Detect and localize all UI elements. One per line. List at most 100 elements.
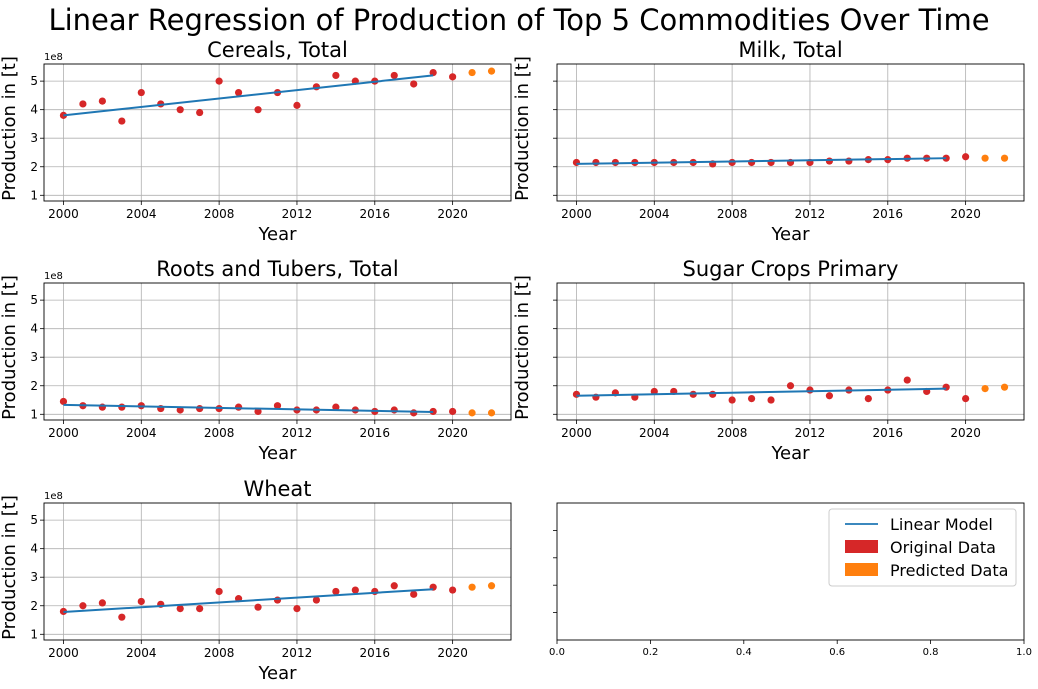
original-point <box>825 157 834 165</box>
original-point <box>572 158 581 167</box>
original-point <box>273 402 282 410</box>
y-tick-label: 1 <box>30 188 38 202</box>
y-tick-label: 5 <box>30 74 38 88</box>
axes-frame <box>556 63 1025 202</box>
x-tick-label: 2004 <box>639 207 670 221</box>
original-point <box>728 396 736 404</box>
original-point <box>79 602 87 610</box>
predicted-point <box>487 67 496 75</box>
original-point <box>137 597 145 606</box>
y-offset-label: 1e8 <box>44 271 63 282</box>
original-point <box>962 153 970 161</box>
x-tick-label: 2016 <box>873 207 904 221</box>
subplot-5: 2000 2004 2008 2012 2016 2020 1 2 3 4 5 1e8 Wheat Yea… <box>0 477 512 684</box>
original-point <box>332 71 340 80</box>
x-tick-label: 2016 <box>360 646 391 660</box>
x-tick-label: 2012 <box>282 426 313 440</box>
original-point <box>845 157 853 165</box>
original-point <box>196 605 204 613</box>
original-point <box>449 586 457 594</box>
original-point <box>592 158 600 167</box>
original-point <box>410 409 418 417</box>
predicted-point <box>1000 383 1009 391</box>
subplot-title: Roots and Tubers, Total <box>156 257 399 281</box>
legend-entry-label: Original Data <box>890 538 996 557</box>
x-tick-label: 0.0 <box>549 647 565 658</box>
x-tick-label: 2008 <box>204 426 235 440</box>
original-point <box>806 386 814 394</box>
predicted-point <box>981 154 989 162</box>
x-tick-label: 2004 <box>639 426 670 440</box>
axes-frame <box>43 63 512 202</box>
x-tick-label: 2016 <box>360 426 391 440</box>
original-point <box>390 406 398 414</box>
y-tick-label: 5 <box>30 513 38 527</box>
subplot-title: Sugar Crops Primary <box>683 257 899 281</box>
x-tick-label: 2004 <box>126 207 157 221</box>
y-offset-label: 1e8 <box>44 52 63 63</box>
predicted-point <box>487 582 496 590</box>
subplot-title: Cereals, Total <box>207 38 348 62</box>
x-tick-label: 2004 <box>126 646 157 660</box>
original-point <box>371 587 379 596</box>
original-point <box>351 586 359 594</box>
original-point <box>215 77 223 85</box>
x-tick-label: 2008 <box>717 207 748 221</box>
x-axis-label: Year <box>770 224 810 245</box>
legend: Linear Model Original Data Predicted Data <box>828 508 1017 587</box>
x-tick-label: 2012 <box>282 646 313 660</box>
x-tick-label: 2016 <box>360 207 391 221</box>
original-point <box>176 106 184 114</box>
x-axis-label: Year <box>257 224 297 245</box>
original-point <box>59 397 68 406</box>
legend-patch-swatch <box>845 563 878 576</box>
y-tick-label: 1 <box>30 407 38 421</box>
original-point <box>234 403 243 411</box>
predicted-point <box>487 409 496 417</box>
original-point <box>903 376 911 384</box>
x-tick-label: 2012 <box>795 207 826 221</box>
x-tick-label: 2000 <box>561 426 592 440</box>
linear-model-line <box>576 157 947 165</box>
original-point <box>864 394 872 403</box>
y-axis-label: Production in [t] <box>512 275 533 420</box>
y-axis-label: Production in [t] <box>0 495 20 640</box>
x-tick-label: 0.6 <box>829 647 845 658</box>
subplot-3: 2000 2004 2008 2012 2016 2020 1 2 3 4 5 1e8 Roots an… <box>0 257 512 464</box>
original-point <box>825 392 834 400</box>
legend-patch-swatch <box>845 540 878 553</box>
predicted-point <box>468 68 476 77</box>
original-point <box>390 582 398 590</box>
original-point <box>767 396 775 404</box>
linear-model-line <box>576 387 947 397</box>
legend-entry-label: Linear Model <box>890 515 993 534</box>
original-point <box>215 587 223 596</box>
x-tick-label: 2016 <box>873 426 904 440</box>
original-point <box>747 394 756 403</box>
original-point <box>79 100 87 108</box>
original-point <box>176 406 184 414</box>
original-point <box>273 596 282 604</box>
original-point <box>312 596 321 604</box>
linear-model-line <box>63 588 434 614</box>
x-tick-label: 0.2 <box>642 647 658 658</box>
subplot-title: Wheat <box>243 477 311 501</box>
x-tick-label: 2020 <box>437 207 468 221</box>
x-tick-label: 2020 <box>437 646 468 660</box>
x-tick-label: 1.0 <box>1016 647 1032 658</box>
original-point <box>747 158 756 167</box>
original-point <box>196 404 204 413</box>
original-point <box>137 88 145 97</box>
original-point <box>942 154 950 162</box>
figure-title: Linear Regression of Production of Top 5… <box>48 3 989 37</box>
original-point <box>786 382 795 390</box>
predicted-point <box>1000 154 1009 162</box>
x-tick-label: 2012 <box>282 207 313 221</box>
y-tick-label: 2 <box>30 379 38 393</box>
original-point <box>410 80 418 88</box>
x-tick-label: 2012 <box>795 426 826 440</box>
original-point <box>429 68 437 77</box>
y-axis-label: Production in [t] <box>0 56 20 201</box>
y-axis-label: Production in [t] <box>0 275 20 420</box>
